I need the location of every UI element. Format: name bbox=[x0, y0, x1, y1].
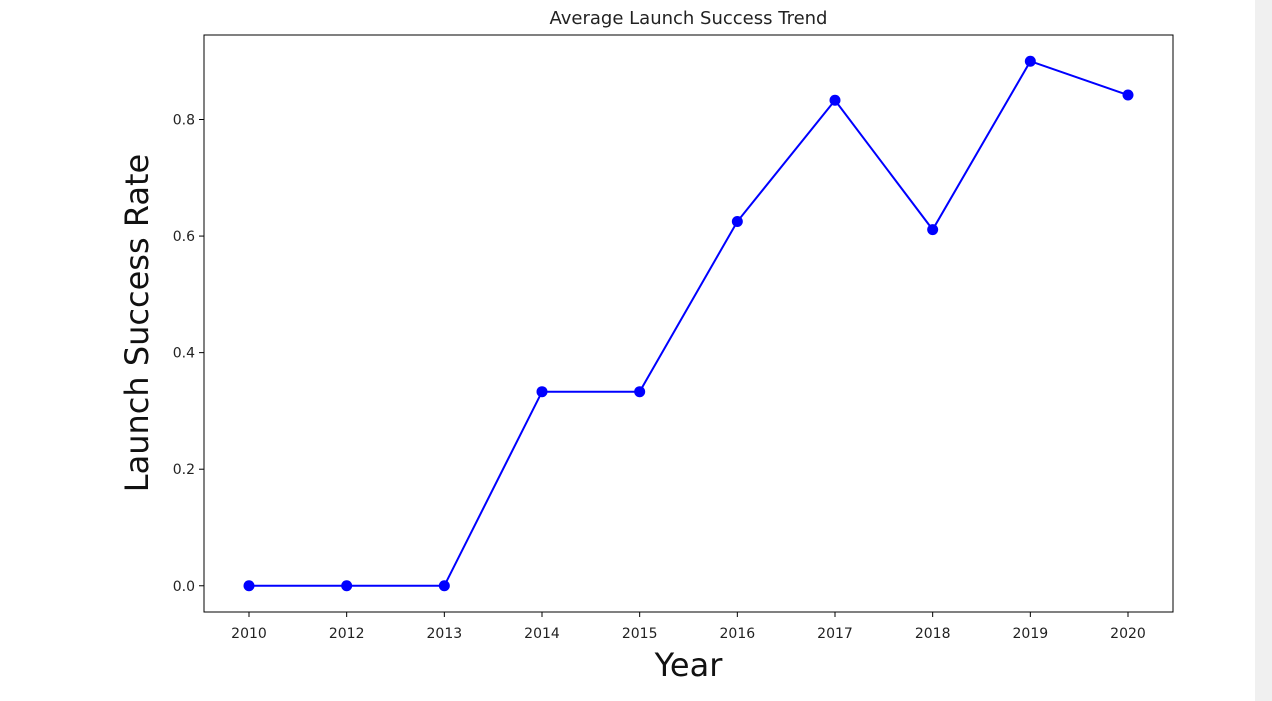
series-line bbox=[249, 60, 1129, 587]
data-point-2019 bbox=[1024, 55, 1036, 67]
x-tick-label: 2019 bbox=[1013, 626, 1049, 642]
data-point-2014 bbox=[536, 386, 548, 398]
y-axis: 0.0 0.2 0.4 0.6 0.8 bbox=[173, 113, 204, 595]
data-point-2012 bbox=[341, 580, 353, 592]
data-point-2017 bbox=[829, 94, 841, 106]
x-tick-label: 2013 bbox=[427, 626, 463, 642]
series-layer bbox=[243, 55, 1134, 592]
data-point-2013 bbox=[438, 580, 450, 592]
x-tick-label: 2014 bbox=[524, 626, 560, 642]
x-tick-label: 2020 bbox=[1110, 626, 1146, 642]
x-tick-label: 2015 bbox=[622, 626, 658, 642]
chart-title: Average Launch Success Trend bbox=[550, 8, 828, 29]
x-tick-label: 2018 bbox=[915, 626, 951, 642]
data-point-2020 bbox=[1122, 89, 1134, 101]
y-tick-label: 0.4 bbox=[173, 346, 195, 362]
scrollbar-gutter bbox=[1255, 0, 1272, 701]
x-tick-label: 2012 bbox=[329, 626, 365, 642]
x-axis: 2010 2012 2013 2014 2015 2016 2017 2018 2019 2020 bbox=[231, 612, 1146, 642]
x-tick-label: 2016 bbox=[720, 626, 756, 642]
data-point-2016 bbox=[731, 216, 743, 228]
data-point-2018 bbox=[927, 224, 939, 236]
y-tick-label: 0.2 bbox=[173, 462, 195, 478]
y-axis-title: Launch Success Rate bbox=[118, 154, 156, 492]
x-axis-title: Year bbox=[654, 646, 724, 684]
x-tick-label: 2017 bbox=[817, 626, 853, 642]
data-point-2015 bbox=[634, 386, 646, 398]
y-tick-label: 0.0 bbox=[173, 579, 195, 595]
y-tick-label: 0.8 bbox=[173, 113, 195, 129]
y-tick-label: 0.6 bbox=[173, 229, 195, 245]
data-point-2010 bbox=[243, 580, 255, 592]
x-tick-label: 2010 bbox=[231, 626, 267, 642]
plot-area-frame bbox=[203, 34, 1174, 613]
